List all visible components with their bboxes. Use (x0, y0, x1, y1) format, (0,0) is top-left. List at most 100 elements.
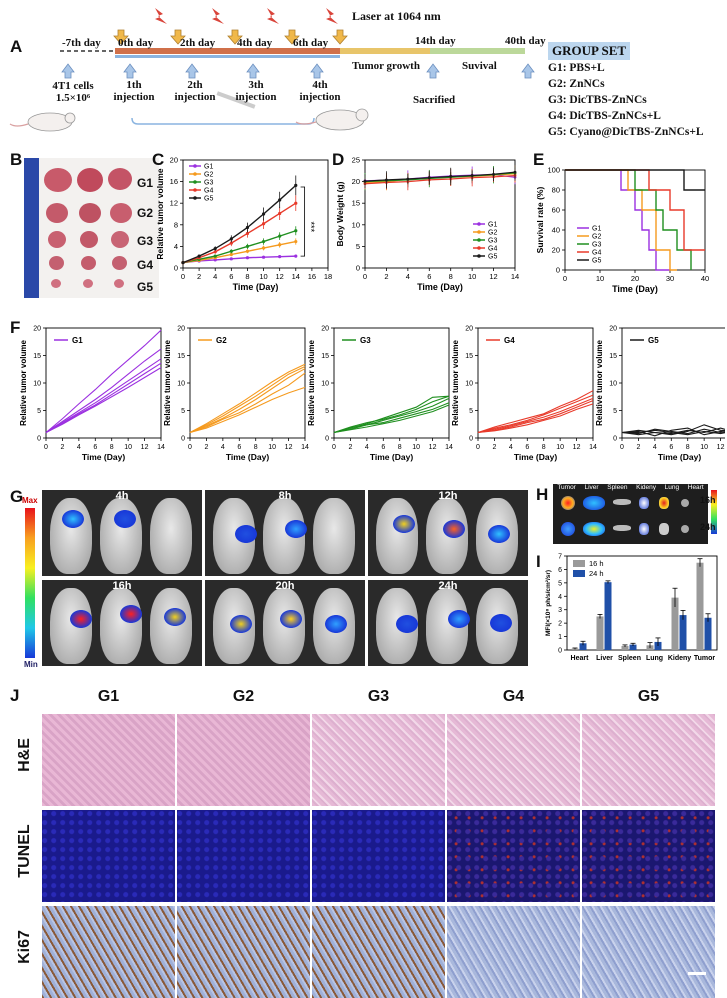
legend-label: G5 (592, 258, 601, 265)
mouse-silhouette (100, 588, 142, 664)
mouse-curve-g2 (189, 366, 306, 433)
data-point (278, 211, 282, 216)
x-tick-label: 4 (365, 444, 369, 451)
x-tick-label: 10 (412, 444, 420, 451)
mouse-curve-g5 (621, 427, 725, 436)
legend-label: G1 (204, 164, 213, 171)
y-tick-label: 6 (558, 567, 562, 574)
y-tick-label: 5 (356, 242, 360, 251)
data-point (229, 252, 233, 257)
tumor-specimen (49, 256, 64, 270)
histology-image (42, 714, 175, 806)
y-tick-label: 2 (558, 621, 562, 628)
laser-bolt-icon (267, 8, 279, 24)
tumor-specimen (81, 256, 96, 270)
legend-label: G3 (360, 336, 371, 345)
x-tick-label: 10 (700, 444, 708, 451)
legend-label: G4 (504, 336, 515, 345)
legend-marker (193, 164, 197, 168)
x-tick-label: 2 (492, 444, 496, 451)
legend-label: G2 (592, 234, 601, 241)
histology-image (582, 810, 715, 902)
y-axis-label: Body Weight (g) (335, 181, 345, 246)
y-tick-label: 80 (552, 186, 560, 195)
organ-signal (639, 497, 649, 509)
histology-image (582, 906, 715, 998)
y-tick-label: 0 (181, 436, 185, 443)
legend-label: G3 (592, 242, 601, 249)
data-point (278, 198, 282, 202)
up-arrow-icon (310, 63, 324, 79)
series-line-g4 (364, 174, 516, 185)
bar-24h (604, 582, 612, 650)
data-point (294, 201, 298, 205)
x-tick-label: 20 (631, 274, 639, 283)
mouse-curve-g4 (477, 400, 594, 434)
bar-24h (629, 644, 637, 650)
injection-3-label: 3th injection (235, 79, 277, 103)
x-tick-label: 14 (301, 444, 309, 451)
sacrificed-label: Sacrified (413, 94, 456, 106)
organ-signal (659, 523, 669, 535)
series-line-g3 (182, 230, 297, 264)
panel-label-e: E (533, 150, 545, 169)
laser-label: Laser at 1064 nm (352, 9, 441, 23)
up-arrow-icon (123, 63, 137, 79)
x-tick-label: 8 (542, 444, 546, 451)
fluorescence-signal (230, 615, 252, 633)
tumor-row-label: G2 (137, 206, 154, 220)
imaging-cell: 16h (42, 580, 202, 666)
data-point (261, 239, 266, 244)
y-tick-label: 15 (609, 353, 617, 360)
x-tick-label: 14 (589, 444, 597, 451)
y-tick-label: 0 (356, 264, 360, 273)
y-tick-label: 5 (469, 408, 473, 415)
legend-label: G3 (204, 180, 213, 187)
survival-curve-g2 (565, 169, 677, 271)
group-g2-desc: G2: ZnNCs (548, 78, 605, 90)
x-tick-label: 6 (229, 272, 233, 281)
down-arrow-icon (170, 29, 186, 45)
bar-16h (671, 597, 679, 650)
organ-signal (613, 525, 631, 531)
mouse-curve-g1 (45, 329, 162, 433)
histology-group-label: G4 (502, 688, 525, 705)
y-tick-label: 10 (465, 381, 473, 388)
category-label: Kideny (668, 655, 691, 662)
histology-row-label: Ki67 (16, 930, 33, 964)
legend-swatch (573, 570, 585, 577)
histology-image (447, 810, 580, 902)
organ-label: Tumor (557, 484, 576, 491)
data-point (261, 255, 266, 259)
tumor-specimen (112, 256, 127, 270)
fluorescence-signal (62, 510, 84, 528)
down-arrow-icon (332, 29, 348, 45)
x-tick-label: 6 (669, 444, 673, 451)
y-tick-label: 15 (321, 353, 329, 360)
bar-16h (696, 562, 704, 650)
group-set-title: GROUP SET (548, 42, 631, 60)
data-point (278, 234, 282, 238)
histology-image (312, 714, 445, 806)
data-point (363, 179, 367, 183)
x-tick-label: 10 (556, 444, 564, 451)
organ-signal (561, 522, 575, 536)
chart-i: 0 1 2 3 4 5 6 7 MFI(×10⁸ ph/s/cm²/sr) Heart Liver S… (545, 554, 718, 662)
injection-4-label: 4th injection (299, 79, 341, 103)
bar-24h (579, 643, 587, 650)
histology-row-label: H&E (16, 738, 33, 772)
x-tick-label: 18 (324, 272, 332, 281)
y-tick-label: 10 (321, 381, 329, 388)
ruler (24, 158, 39, 298)
x-tick-label: 6 (381, 444, 385, 451)
data-point (229, 237, 233, 241)
data-point (278, 255, 282, 259)
y-tick-label: 60 (552, 206, 560, 215)
series-line-g2 (182, 240, 296, 264)
x-tick-label: 14 (157, 444, 165, 451)
day-40-label: 40th day (505, 35, 546, 47)
imaging-cell: 20h (205, 580, 365, 666)
tumor-specimen (111, 231, 129, 248)
y-tick-label: 1 (558, 634, 562, 641)
